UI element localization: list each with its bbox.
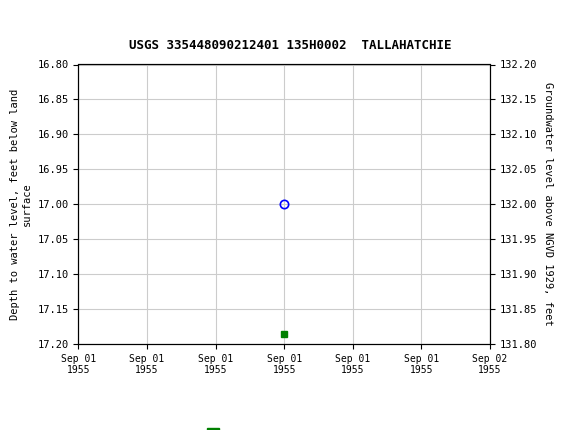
Text: USGS 335448090212401 135H0002  TALLAHATCHIE: USGS 335448090212401 135H0002 TALLAHATCH… — [129, 40, 451, 52]
Legend: Period of approved data: Period of approved data — [197, 426, 371, 430]
Text: ▐USGS: ▐USGS — [9, 12, 63, 33]
Y-axis label: Depth to water level, feet below land
surface: Depth to water level, feet below land su… — [10, 89, 32, 320]
Y-axis label: Groundwater level above NGVD 1929, feet: Groundwater level above NGVD 1929, feet — [543, 83, 553, 326]
